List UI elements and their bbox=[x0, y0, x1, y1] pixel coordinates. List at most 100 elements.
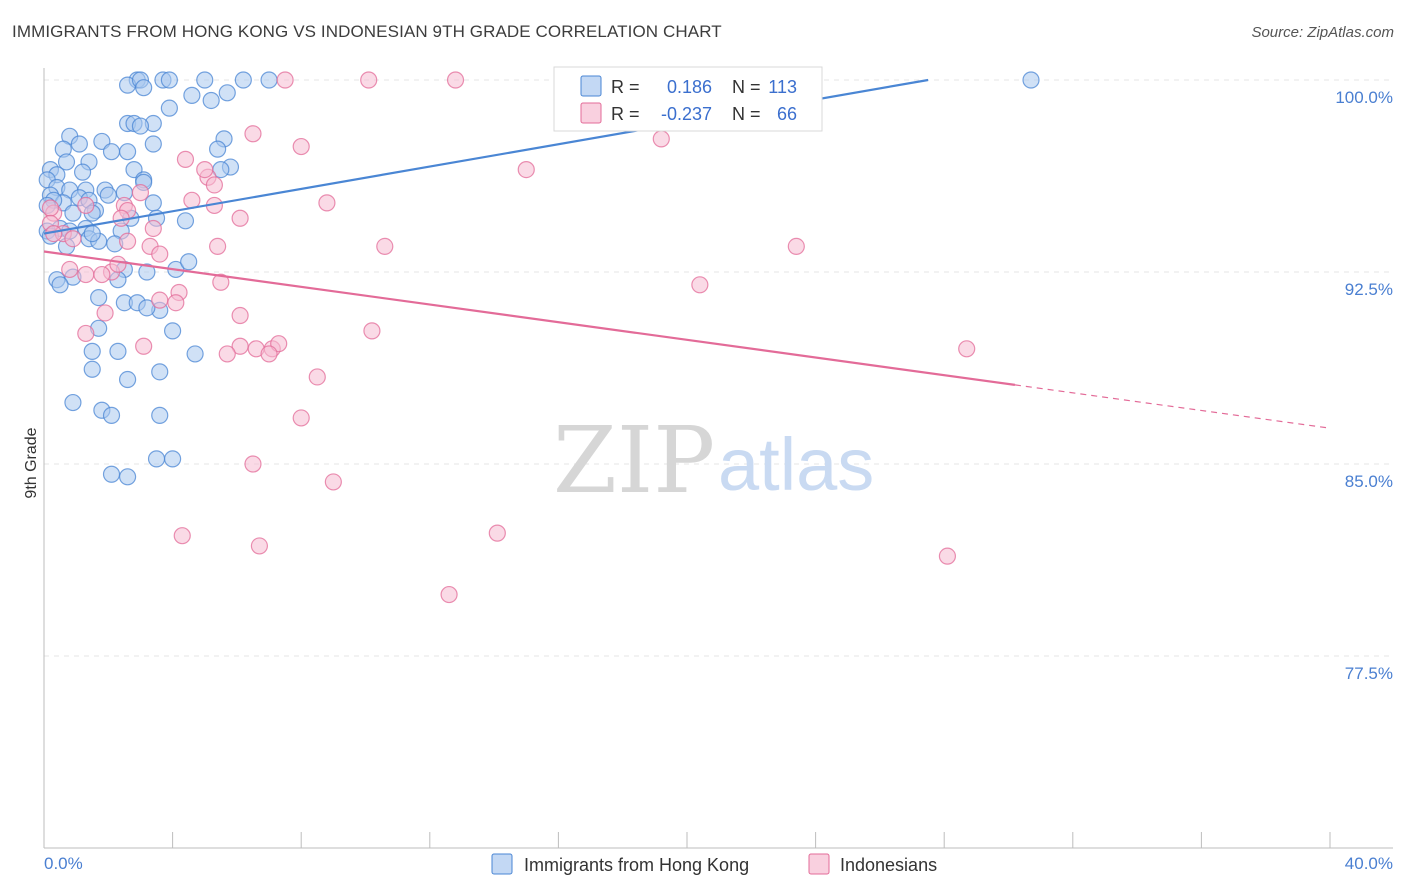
indonesian-point-34 bbox=[61, 260, 79, 279]
stat-n-value-1: 113 bbox=[768, 77, 797, 97]
indonesian-point-22 bbox=[231, 209, 249, 227]
y-tick-labels: 100.0% 92.5% 85.0% 77.5% bbox=[1335, 88, 1393, 683]
indonesian-point-39 bbox=[691, 276, 709, 294]
hong-kong-point-76 bbox=[90, 289, 108, 307]
indonesian-point-25 bbox=[64, 230, 82, 248]
hong-kong-point-5 bbox=[160, 71, 178, 89]
hong-kong-point-52 bbox=[64, 204, 82, 222]
hong-kong-point-9 bbox=[1022, 71, 1040, 89]
hong-kong-point-86 bbox=[83, 360, 101, 378]
indonesian-point-26 bbox=[118, 232, 137, 250]
indonesian-point-56 bbox=[292, 409, 310, 427]
indonesian-point-61 bbox=[488, 524, 506, 542]
indonesian-point-30 bbox=[376, 237, 394, 255]
indonesian-point-16 bbox=[77, 196, 95, 215]
series-1 bbox=[41, 71, 976, 604]
indonesian-point-28 bbox=[151, 245, 169, 263]
indonesian-point-23 bbox=[144, 219, 162, 238]
hong-kong-point-27 bbox=[57, 153, 76, 171]
y-tick-label-1: 92.5% bbox=[1345, 280, 1393, 299]
indonesian-point-45 bbox=[77, 324, 95, 343]
indonesian-point-41 bbox=[151, 291, 169, 309]
indonesian-point-38 bbox=[212, 273, 230, 291]
hong-kong-point-89 bbox=[64, 393, 82, 412]
indonesian-point-20 bbox=[41, 199, 60, 217]
indonesian-point-5 bbox=[292, 137, 310, 156]
indonesian-point-62 bbox=[938, 547, 957, 565]
data-points bbox=[38, 71, 1040, 604]
hong-kong-point-75 bbox=[51, 276, 69, 294]
trend-line-extension-1 bbox=[1014, 384, 1331, 429]
hong-kong-point-71 bbox=[180, 253, 198, 271]
trend-lines bbox=[43, 78, 1331, 429]
hong-kong-point-93 bbox=[147, 450, 166, 468]
indonesian-point-42 bbox=[167, 294, 185, 312]
series-0 bbox=[38, 71, 1040, 486]
stat-n-key-2: N = bbox=[732, 104, 761, 124]
y-tick-label-0: 100.0% bbox=[1335, 88, 1393, 107]
indonesian-point-63 bbox=[440, 585, 458, 604]
hong-kong-point-30 bbox=[73, 163, 92, 181]
x-tick-label-left: 0.0% bbox=[44, 854, 83, 873]
indonesian-point-6 bbox=[517, 161, 535, 179]
hong-kong-point-23 bbox=[118, 143, 137, 161]
stat-r-value-1: 0.186 bbox=[667, 77, 712, 97]
stat-r-value-2: -0.237 bbox=[661, 104, 712, 124]
hong-kong-point-8 bbox=[260, 71, 278, 89]
watermark-atlas: atlas bbox=[718, 423, 874, 506]
y-tick-label-3: 77.5% bbox=[1345, 664, 1393, 683]
indonesian-point-4 bbox=[652, 130, 670, 148]
indonesian-point-44 bbox=[231, 306, 249, 325]
hong-kong-point-7 bbox=[234, 71, 252, 89]
indonesian-point-46 bbox=[363, 322, 381, 340]
hong-kong-point-48 bbox=[144, 194, 162, 212]
indonesian-point-13 bbox=[318, 194, 336, 212]
indonesian-point-10 bbox=[205, 176, 223, 194]
axes bbox=[43, 68, 1393, 849]
chart-title: IMMIGRANTS FROM HONG KONG VS INDONESIAN … bbox=[12, 22, 722, 41]
watermark: ZIP atlas bbox=[553, 407, 874, 514]
x-tick-label-right: 40.0% bbox=[1345, 854, 1393, 873]
indonesian-point-54 bbox=[958, 340, 976, 358]
indonesian-point-55 bbox=[308, 368, 326, 386]
hong-kong-point-85 bbox=[186, 345, 204, 363]
indonesian-point-2 bbox=[446, 71, 465, 89]
indonesian-point-7 bbox=[176, 150, 195, 168]
stat-r-key-2: R = bbox=[611, 104, 640, 124]
legend-label-hong-kong: Immigrants from Hong Kong bbox=[524, 855, 749, 875]
indonesian-point-3 bbox=[244, 125, 262, 143]
indonesian-point-35 bbox=[77, 265, 95, 284]
hong-kong-point-12 bbox=[218, 84, 236, 102]
stat-n-value-2: 66 bbox=[777, 104, 797, 124]
hong-kong-point-10 bbox=[183, 86, 201, 104]
hong-kong-point-17 bbox=[131, 117, 150, 135]
stat-n-key-1: N = bbox=[732, 77, 761, 97]
hong-kong-point-95 bbox=[102, 465, 121, 483]
hong-kong-point-81 bbox=[164, 322, 182, 340]
source-credit: Source: ZipAtlas.com bbox=[1251, 24, 1394, 41]
hong-kong-point-92 bbox=[151, 406, 169, 424]
hong-kong-point-69 bbox=[138, 263, 156, 281]
series-legend: Immigrants from Hong Kong Indonesians bbox=[491, 853, 937, 875]
gridlines bbox=[44, 79, 1393, 657]
legend-swatch-hong-kong bbox=[491, 853, 513, 875]
indonesian-point-29 bbox=[209, 237, 227, 255]
indonesian-point-37 bbox=[93, 265, 111, 284]
indonesian-point-53 bbox=[135, 337, 153, 355]
hong-kong-point-56 bbox=[176, 212, 195, 230]
hong-kong-point-22 bbox=[102, 143, 121, 161]
hong-kong-point-13 bbox=[160, 99, 178, 117]
indonesian-point-58 bbox=[324, 473, 342, 491]
y-tick-label-2: 85.0% bbox=[1345, 472, 1393, 491]
indonesian-point-31 bbox=[787, 237, 805, 255]
watermark-zip: ZIP bbox=[553, 407, 715, 514]
hong-kong-point-11 bbox=[202, 91, 220, 110]
legend-label-indonesians: Indonesians bbox=[840, 855, 937, 875]
indonesian-point-1 bbox=[360, 71, 378, 89]
stat-r-key-1: R = bbox=[611, 77, 640, 97]
hong-kong-point-96 bbox=[118, 468, 137, 486]
hong-kong-point-3 bbox=[135, 79, 153, 97]
y-axis-label: 9th Grade bbox=[23, 427, 40, 498]
indonesian-point-59 bbox=[173, 527, 191, 545]
hong-kong-point-19 bbox=[70, 135, 88, 153]
